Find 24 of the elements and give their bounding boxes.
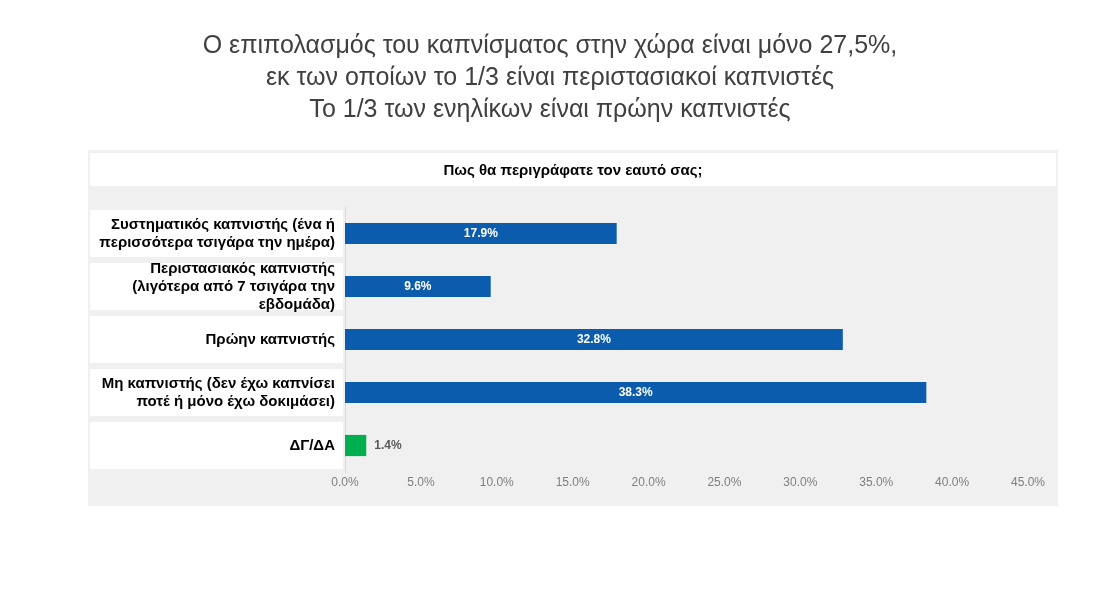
data-label: 17.9% bbox=[463, 225, 499, 240]
y-tick-label: Μη καπνιστής (δεν έχω καπνίσει ποτέ ή μόνο έχω δοκιμάσει) bbox=[101, 373, 335, 409]
y-tick-label: ΔΓ/ΔΑ bbox=[289, 435, 336, 453]
chart-title: Ο επιπολασμός του καπνίσματος στην χώρα είναι μόνο 27,5%, εκ των οποίων το 1/3 είναι περιστασιακοί καπνιστές Το 1/3 των ενηλίκων είναι πρώην καπνιστές bbox=[201, 29, 899, 124]
y-tick-label: Πρώην καπνιστής bbox=[205, 329, 336, 347]
x-tick-label: 20.0% bbox=[631, 474, 666, 489]
x-tick-label: 35.0% bbox=[859, 474, 894, 489]
x-tick-label: 30.0% bbox=[783, 474, 818, 489]
x-tick-label: 40.0% bbox=[935, 474, 970, 489]
x-tick-label: 15.0% bbox=[555, 474, 591, 489]
x-tick-label: 25.0% bbox=[707, 474, 742, 489]
bar bbox=[345, 275, 491, 298]
y-tick-label: Συστηματικός καπνιστής (ένα ή περισσότερα τσιγάρα την ημέρα) bbox=[99, 214, 335, 250]
data-label: 1.4% bbox=[374, 437, 402, 452]
x-tick-label: 0.0% bbox=[331, 474, 359, 489]
data-label: 9.6% bbox=[404, 278, 432, 293]
bar bbox=[345, 434, 367, 457]
data-label: 38.3% bbox=[618, 384, 653, 399]
data-label: 32.8% bbox=[576, 331, 612, 346]
x-tick-label: 5.0% bbox=[407, 474, 435, 489]
chart-subtitle: Πως θα περιγράφατε τον εαυτό σας; bbox=[90, 153, 1056, 186]
x-tick-label: 10.0% bbox=[479, 474, 515, 489]
y-tick-label: Περιστασιακός καπνιστής (λιγότερα από 7 τσιγάρα την εβδομάδα) bbox=[132, 258, 336, 312]
x-tick-label: 45.0% bbox=[1010, 474, 1046, 489]
